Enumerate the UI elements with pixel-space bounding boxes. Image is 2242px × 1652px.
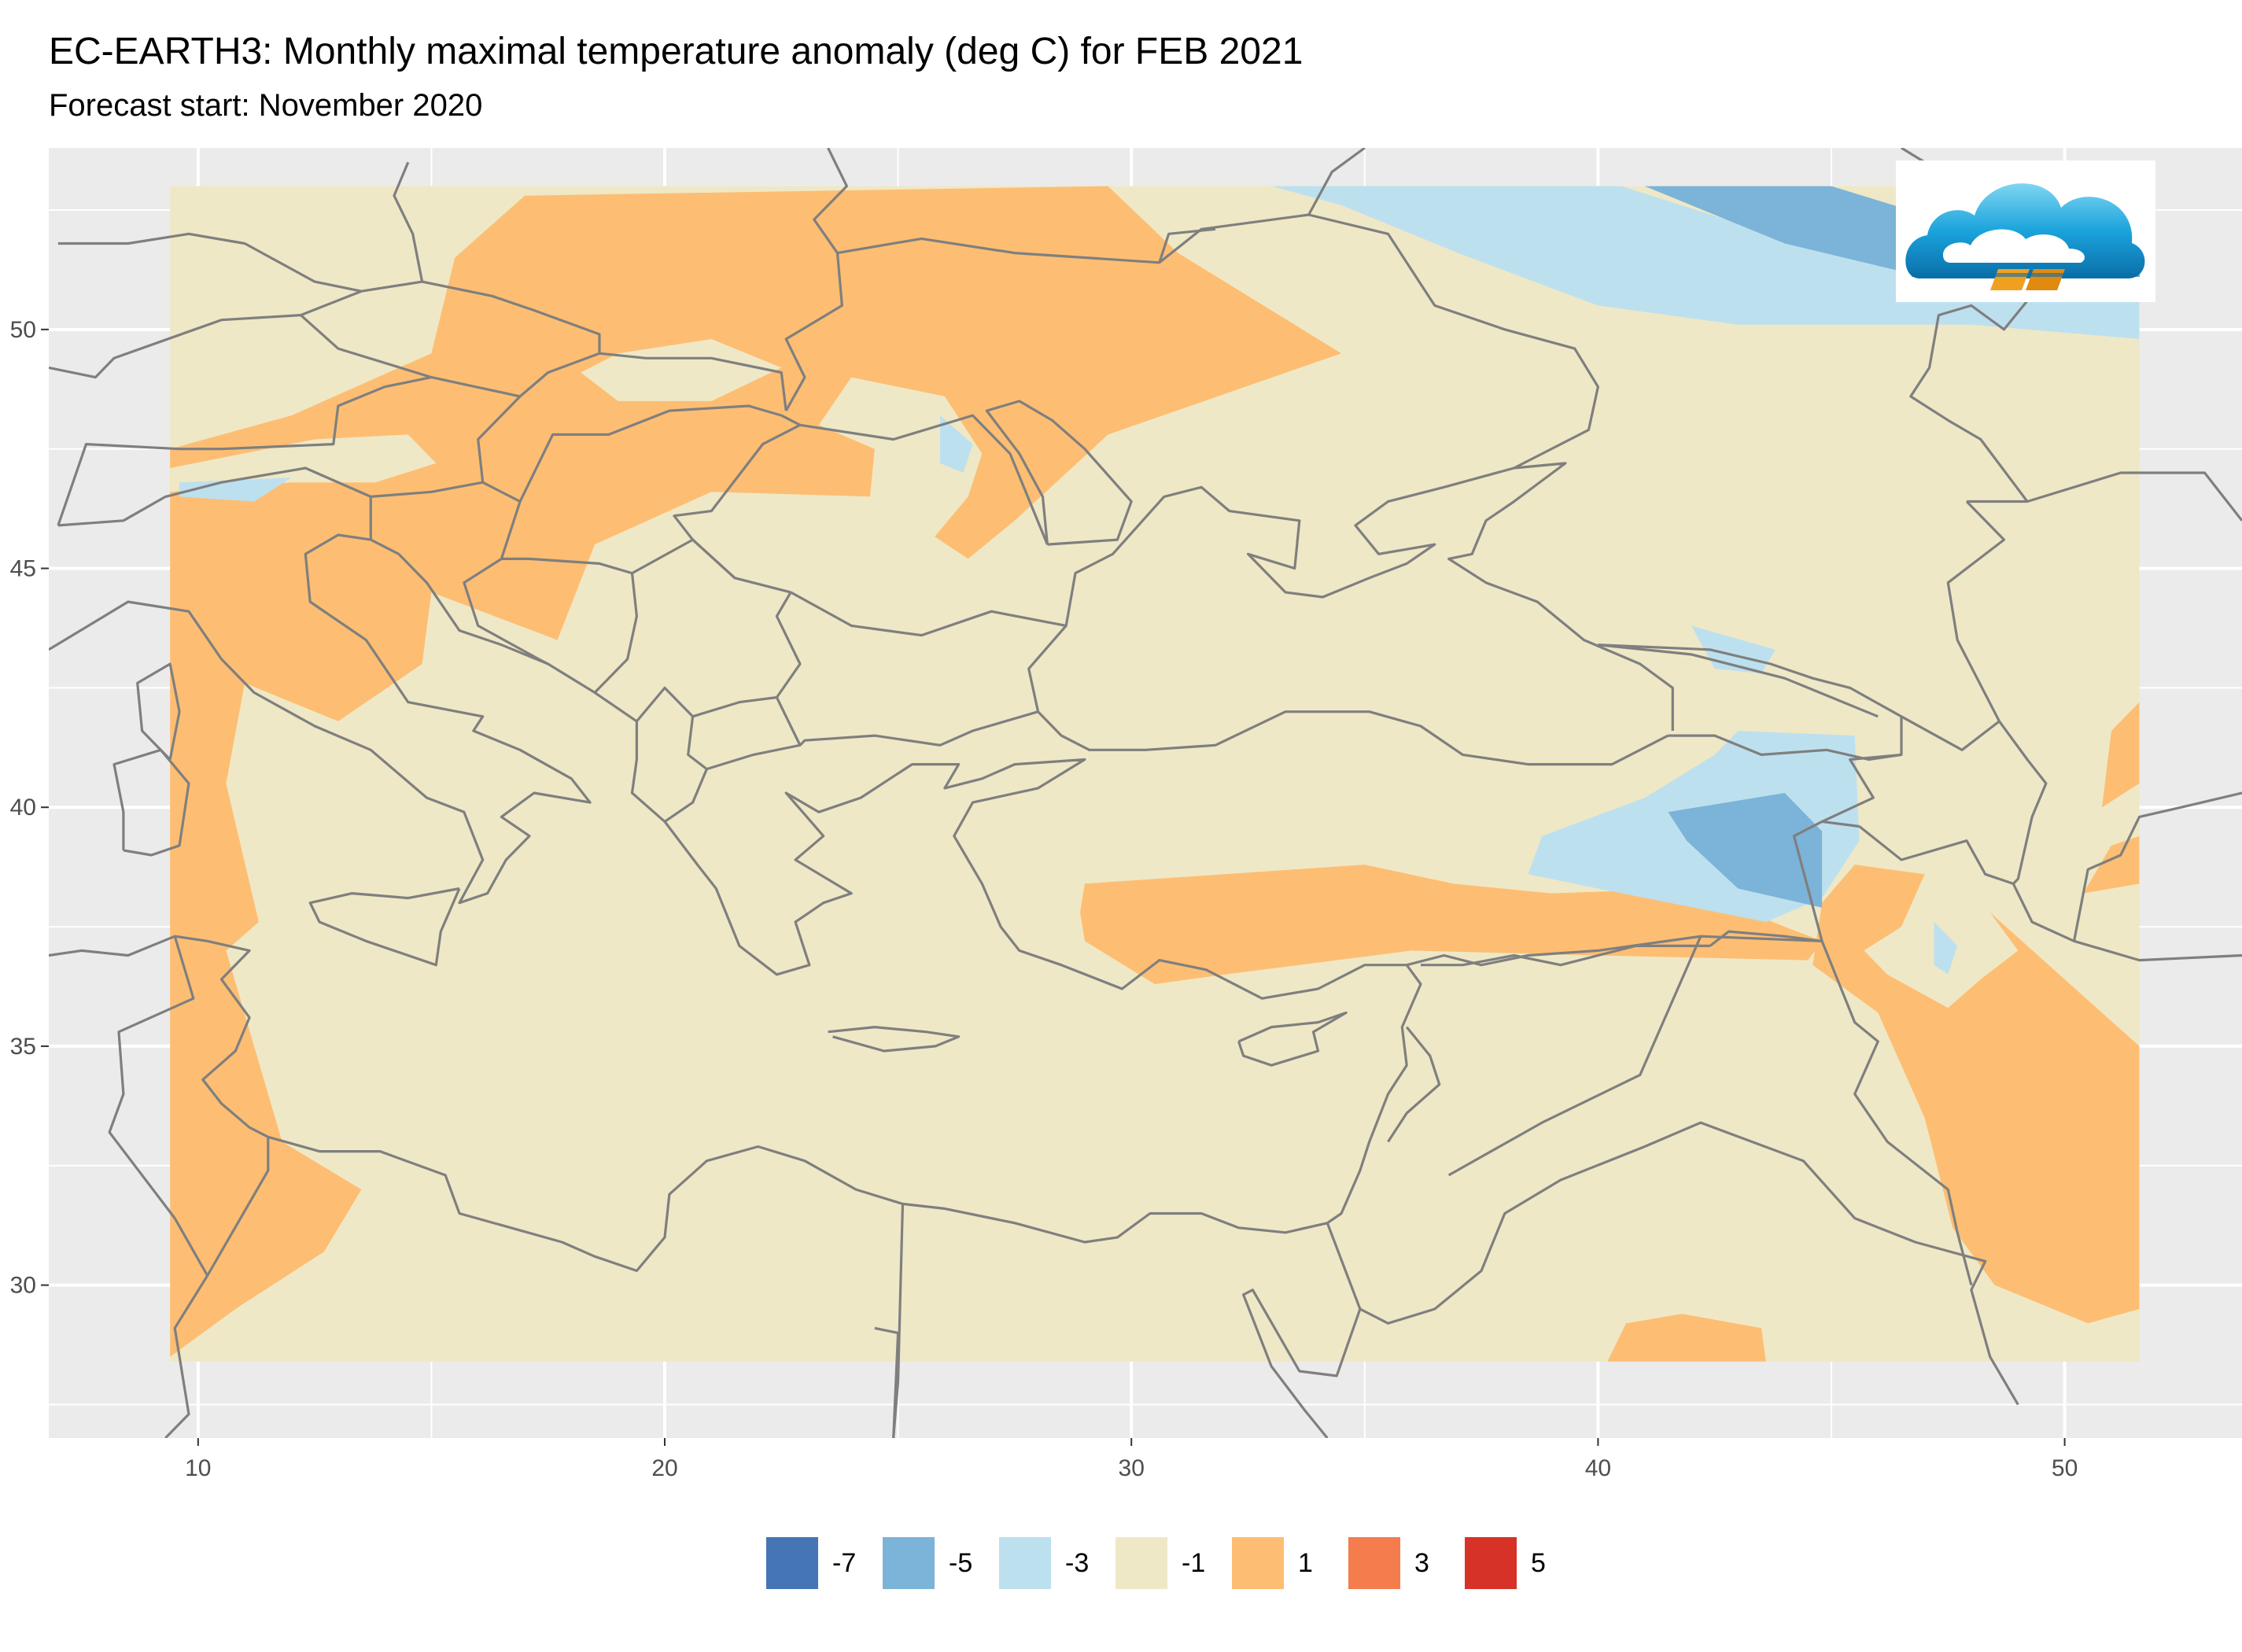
boundary-line <box>1027 462 1674 766</box>
anomaly-region <box>1934 922 1958 975</box>
legend-label: -5 <box>949 1547 973 1578</box>
legend-item: -1 <box>1115 1537 1215 1589</box>
boundary-line <box>636 686 708 823</box>
legend-label: -1 <box>1182 1547 1206 1578</box>
anomaly-region <box>2083 835 2140 894</box>
legend-swatch <box>1465 1537 1517 1589</box>
map-subtitle: Forecast start: November 2020 <box>49 88 483 123</box>
boundary-line <box>1967 471 2242 522</box>
legend-swatch <box>1115 1537 1167 1589</box>
boundary-line <box>49 533 592 905</box>
boundary-line <box>1709 820 1860 947</box>
legend-item: 5 <box>1465 1537 1564 1589</box>
anomaly-region <box>170 186 1342 1357</box>
boundary-line <box>518 404 801 503</box>
boundary-line <box>463 557 638 694</box>
boundary-line <box>1308 213 1599 470</box>
boundary-line <box>1158 227 1216 264</box>
legend-item: -3 <box>999 1537 1098 1589</box>
boundary-line <box>1421 944 1710 967</box>
boundary-line <box>1820 940 1973 1286</box>
boundary-line <box>57 232 362 293</box>
boundary-line <box>1359 1121 2019 1406</box>
legend-swatch <box>1232 1537 1284 1589</box>
legend-label: -7 <box>832 1547 857 1578</box>
boundary-line <box>837 148 1366 264</box>
legend-item: -7 <box>766 1537 865 1589</box>
boundary-line <box>1598 643 1903 761</box>
boundary-line <box>985 400 1133 546</box>
boundary-line <box>519 352 787 411</box>
x-tick-label: 50 <box>2052 1455 2078 1481</box>
boundary-line <box>892 1204 905 1438</box>
anomaly-region <box>2102 702 2140 808</box>
boundary-line <box>1387 1026 1441 1143</box>
anomaly-region <box>1691 625 1776 674</box>
boundary-line <box>1901 715 2000 751</box>
boundary-line <box>57 466 371 527</box>
boundary-line <box>1598 643 1879 718</box>
legend-label: -3 <box>1065 1547 1090 1578</box>
y-axis: 30 35 40 45 50 <box>10 317 49 1299</box>
boundary-line <box>49 538 1422 1272</box>
boundary-line <box>108 935 209 1438</box>
boundary-line <box>1858 825 2014 885</box>
boundary-line <box>631 538 736 579</box>
boundary-line <box>393 161 424 282</box>
boundary-line <box>1447 935 1702 1177</box>
y-tick-label: 50 <box>10 317 36 343</box>
y-tick-label: 35 <box>10 1034 36 1060</box>
legend-item: 3 <box>1348 1537 1447 1589</box>
anomaly-region <box>170 434 437 492</box>
y-tick-label: 45 <box>10 556 36 582</box>
boundary-line <box>49 314 301 379</box>
boundary-line <box>790 591 1067 637</box>
boundary-line <box>1242 1222 1362 1438</box>
x-tick-label: 10 <box>185 1455 211 1481</box>
x-tick-label: 40 <box>1585 1455 1611 1481</box>
coastlines-borders <box>49 148 2242 1438</box>
legend-label: 3 <box>1414 1547 1429 1578</box>
legend-swatch <box>1348 1537 1400 1589</box>
anomaly-region <box>581 339 782 401</box>
boundary-line <box>1821 753 1902 823</box>
legend-swatch <box>766 1537 818 1589</box>
legend: -7 -5 -3 -1 1 3 5 <box>766 1536 1581 1591</box>
boundary-line <box>112 748 190 857</box>
anomaly-region <box>1668 793 1823 908</box>
boundary-line <box>1237 1011 1348 1067</box>
boundary-line <box>706 743 801 771</box>
x-tick-label: 30 <box>1119 1455 1145 1481</box>
map-title: EC-EARTH3: Monthly maximal temperature a… <box>49 31 1304 72</box>
boundary-line <box>828 1026 961 1053</box>
boundary-line <box>775 592 802 699</box>
boundary-line <box>308 887 461 967</box>
legend-label: 5 <box>1531 1547 1546 1578</box>
y-tick-label: 30 <box>10 1273 36 1299</box>
boundary-line <box>2072 791 2242 942</box>
boundary-line <box>692 695 777 718</box>
boundary-line <box>57 443 180 526</box>
boundary-line <box>136 662 181 761</box>
boundary-line <box>206 1137 270 1277</box>
anomaly-region <box>940 415 973 473</box>
boundary-line <box>1946 500 2242 962</box>
anomaly-region <box>1812 865 2140 1324</box>
boundary-line <box>784 148 848 411</box>
x-tick-label: 20 <box>651 1455 677 1481</box>
legend-swatch <box>999 1537 1051 1589</box>
boundary-line <box>179 376 522 483</box>
legend-item: -5 <box>883 1537 982 1589</box>
y-tick-label: 40 <box>10 795 36 820</box>
anomaly-region <box>1607 1314 1766 1362</box>
anomaly-region <box>179 478 292 502</box>
boundary-line <box>369 481 522 559</box>
legend-label: 1 <box>1298 1547 1313 1578</box>
cloud-logo-icon <box>1905 183 2145 290</box>
legend-swatch <box>883 1537 935 1589</box>
legend-item: 1 <box>1232 1537 1331 1589</box>
x-axis: 10 20 30 40 50 <box>185 1438 2078 1481</box>
logo <box>1896 160 2155 302</box>
